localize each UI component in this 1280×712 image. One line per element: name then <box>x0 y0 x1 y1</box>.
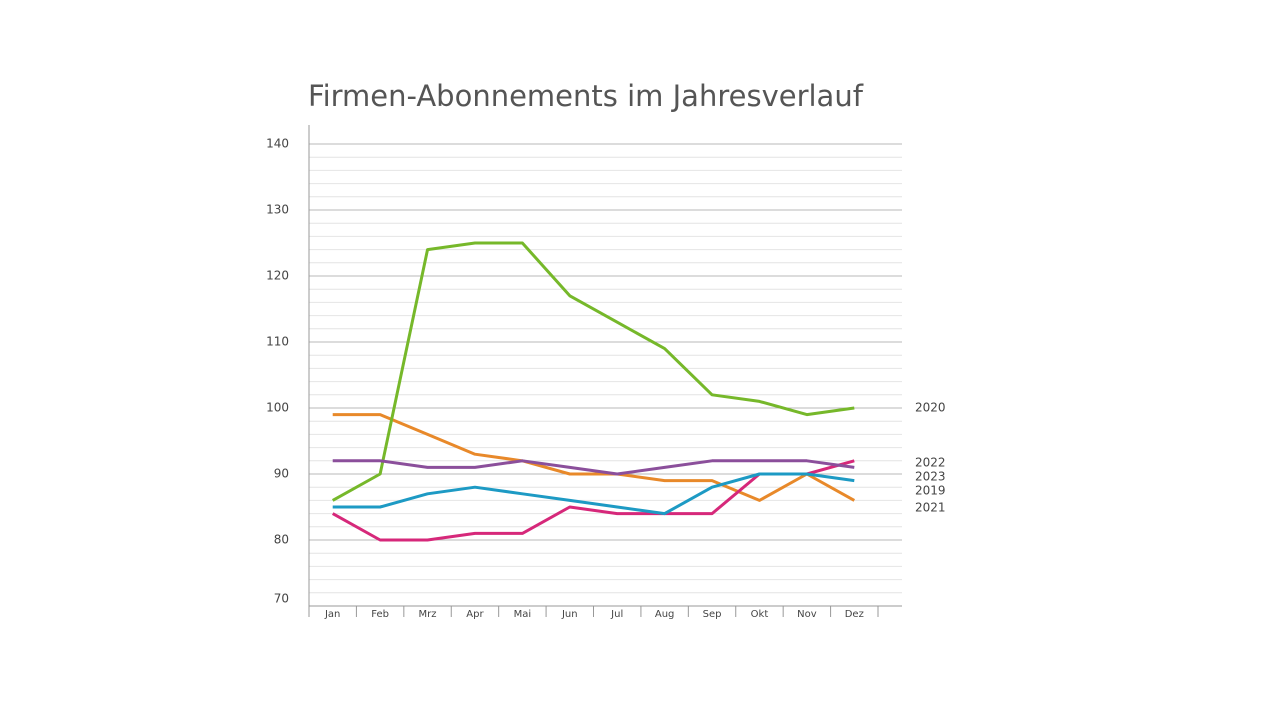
x-tick-label: Mai <box>514 609 532 620</box>
x-tick-label: Feb <box>371 609 389 620</box>
series-line <box>331 241 855 502</box>
y-tick-label: 80 <box>274 533 289 547</box>
series-label: 2021 <box>915 501 946 515</box>
series-line <box>332 472 855 516</box>
y-tick-label: 110 <box>266 335 289 349</box>
series-line <box>332 459 855 476</box>
y-tick-label: 90 <box>274 467 289 481</box>
series-label: 2022 <box>915 456 946 470</box>
x-tick-label: Okt <box>751 609 769 620</box>
x-tick-label: Jan <box>324 609 340 620</box>
x-tick-label: Mrz <box>419 609 437 620</box>
y-tick-label: 70 <box>274 592 289 606</box>
x-tick-label: Jun <box>561 609 578 620</box>
y-tick-label: 120 <box>266 269 289 283</box>
y-tick-label: 130 <box>266 203 289 217</box>
y-tick-label: 140 <box>266 137 289 151</box>
x-tick-label: Apr <box>466 609 484 620</box>
series-label: 2019 <box>915 484 946 498</box>
y-tick-label: 100 <box>266 401 289 415</box>
series-line <box>332 413 856 502</box>
x-tick-label: Dez <box>845 609 864 620</box>
chart-title: Firmen-Abonnements im Jahresverlauf <box>308 79 864 113</box>
x-tick-label: Nov <box>797 609 817 620</box>
series-label: 2020 <box>915 401 946 415</box>
x-tick-label: Jul <box>610 609 623 620</box>
series-label: 2023 <box>915 470 946 484</box>
x-tick-label: Aug <box>655 609 675 620</box>
x-tick-label: Sep <box>703 609 722 620</box>
